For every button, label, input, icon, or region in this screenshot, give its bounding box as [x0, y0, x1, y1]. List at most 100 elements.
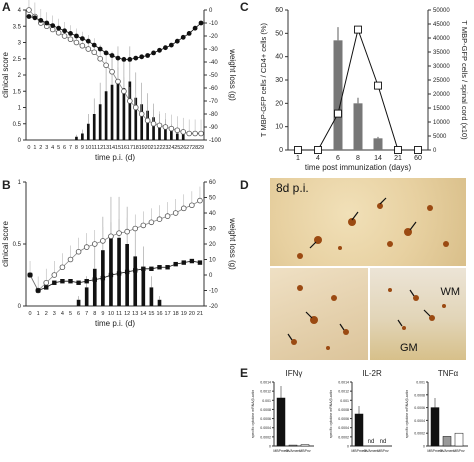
bar: [98, 104, 102, 140]
data-point-filled: [62, 28, 67, 34]
data-point-open: [61, 33, 68, 39]
y-tick-left-label: 3: [18, 41, 22, 47]
data-point-open: [168, 125, 175, 132]
bar: [276, 397, 286, 447]
panel-d: D 8d p.i. WM GM: [238, 172, 474, 362]
x-tick-label: 20: [145, 145, 151, 151]
bar: [149, 287, 154, 306]
panel-a-label: A: [2, 0, 11, 14]
x-tick-label: 15: [115, 145, 121, 151]
data-point-filled: [68, 279, 73, 284]
cytokine-title: IL-2R: [362, 369, 382, 378]
data-point-filled: [115, 55, 121, 61]
y-tick-left-label: 0: [18, 138, 22, 144]
bar: [76, 299, 81, 306]
data-point-open: [55, 29, 62, 36]
y-tick-label: 0.0008: [260, 408, 271, 412]
panel-c: C 0 10 20 30 40 50 60 0 5000 10000 15000 20000 25000…: [238, 0, 474, 172]
x-tick-label: 1: [37, 311, 40, 317]
y-tick-label: 0: [423, 445, 425, 449]
wm-label: WM: [440, 286, 460, 298]
x-tick-label: 19: [139, 145, 145, 151]
data-point-open: [132, 225, 139, 232]
nd-label: nd: [380, 439, 387, 445]
x-tick-label: 8: [75, 145, 78, 151]
y-axis-right-label: T MBP-GFP cells / spinal cord (x10): [460, 20, 469, 140]
x-tick-label: 3: [53, 311, 56, 317]
y-tick-label: 0.0004: [260, 426, 271, 430]
data-point-filled: [74, 33, 79, 39]
data-point-filled: [149, 266, 154, 271]
x-axis-label: time p.i. (d): [95, 153, 135, 162]
bar: [454, 432, 464, 447]
data-point-filled: [50, 23, 56, 28]
data-point-filled: [180, 34, 186, 40]
data-point-open: [156, 216, 163, 222]
bar: [81, 133, 84, 140]
bar: [430, 407, 440, 447]
y-tick-left-label: 2.5: [13, 57, 22, 63]
x-tick-label: 16: [156, 311, 162, 317]
data-point-filled: [189, 258, 195, 264]
data-point-filled: [139, 54, 145, 60]
y-tick-left-label: 60: [275, 7, 283, 14]
x-tick-label: 13: [132, 311, 138, 317]
x-tick-label: 12: [124, 311, 130, 317]
micrograph-bottom-right-cells: [388, 288, 446, 330]
data-point-filled: [92, 277, 97, 282]
data-point-filled: [108, 272, 114, 278]
data-point-filled: [197, 260, 203, 265]
bar: [170, 130, 173, 140]
data-point-open: [174, 127, 181, 134]
panel-b-label: B: [2, 178, 11, 192]
data-point-open: [138, 111, 145, 117]
y-tick-label: 0.0006: [260, 417, 271, 421]
bar: [140, 104, 144, 140]
y-tick-label: 0.0012: [338, 390, 349, 394]
series-line-filled: [29, 260, 201, 292]
y-tick-label: 0.0012: [260, 390, 271, 394]
data-point-filled: [181, 260, 186, 265]
data-point-open: [67, 36, 74, 43]
cytokine-title: IFNγ: [286, 369, 303, 378]
data-point-open: [124, 228, 130, 235]
data-point-open: [164, 213, 171, 219]
y-tick-left-label: 0: [279, 147, 283, 154]
data-point-filled: [44, 285, 49, 290]
bar: [175, 133, 179, 140]
data-point-filled: [151, 50, 156, 56]
data-point-open: [162, 124, 169, 130]
bar: [354, 413, 364, 447]
data-point-filled: [68, 31, 73, 36]
micrograph-top: 8d p.i.: [270, 178, 466, 266]
data-point-open: [59, 264, 66, 271]
y-tick-label: 0.0014: [338, 381, 349, 385]
bar: [333, 40, 343, 151]
y-tick-right-label: -80: [209, 112, 218, 118]
y-tick-right-label: 10000: [433, 120, 450, 126]
y-tick-right-label: 35000: [433, 50, 450, 56]
data-point-filled: [133, 268, 138, 273]
y-axis-label: specific cytokine mRNA/β-actin: [405, 390, 409, 438]
x-tick-label: 28: [192, 145, 198, 151]
data-point-filled: [109, 53, 115, 58]
micrograph-bottom-right: WM GM: [370, 268, 466, 360]
x-tick-label: 4: [316, 155, 320, 162]
y-tick-label: 0.0008: [414, 393, 425, 397]
x-tick-label: 21: [151, 145, 157, 151]
group-label: OVAmem: [440, 449, 455, 453]
y-tick-left-label: 0: [18, 304, 22, 310]
micrograph-top-cells: [297, 197, 449, 259]
data-point-filled: [173, 261, 178, 267]
x-tick-label: 13: [103, 145, 109, 151]
y-tick-left-label: 20: [275, 100, 283, 107]
data-point-open: [51, 272, 58, 278]
x-tick-label: 14: [374, 155, 382, 162]
bar: [128, 81, 132, 140]
bar: [442, 436, 452, 447]
data-point-filled: [91, 42, 97, 48]
data-point-square: [334, 109, 342, 118]
x-tick-label: 17: [165, 311, 171, 317]
y-tick-right-label: 30: [209, 227, 216, 233]
data-point-filled: [85, 38, 91, 44]
